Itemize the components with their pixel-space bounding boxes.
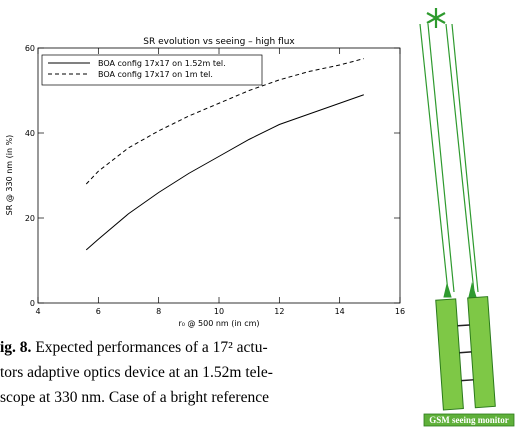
series-line (85, 58, 364, 185)
caption-line: ig. 8. Expected performances of a 17² ac… (0, 339, 268, 356)
caption-line: scope at 330 nm. Case of a bright refere… (0, 389, 269, 406)
x-tick-label: 6 (96, 307, 101, 316)
legend-label: BOA config 17x17 on 1m tel. (98, 70, 213, 79)
legend-label: BOA config 17x17 on 1.52m tel. (98, 59, 226, 68)
x-tick-label: 8 (156, 307, 161, 316)
caption-text: Expected performances of a 17² actu- (31, 339, 267, 356)
x-tick-label: 12 (274, 307, 284, 316)
caption-line: tors adaptive optics device at an 1.52m … (0, 364, 273, 381)
y-axis-label: SR @ 330 nm (in %) (5, 135, 14, 216)
caption-label: ig. 8. (0, 339, 32, 356)
legend: BOA config 17x17 on 1.52m tel. BOA config… (41, 54, 263, 86)
x-axis-label: r₀ @ 500 nm (in cm) (178, 319, 259, 328)
y-tick-label: 0 (30, 299, 35, 308)
star (426, 8, 446, 28)
gsm-diagram (419, 8, 515, 427)
diagram-label: GSM seeing monitor (429, 415, 509, 425)
x-tick-label: 4 (35, 307, 40, 316)
x-tick-label: 14 (335, 307, 345, 316)
telescope (435, 296, 496, 411)
y-tick-label: 20 (25, 214, 35, 223)
plot-frame (37, 47, 401, 304)
x-tick-label: 10 (214, 307, 224, 316)
legend-box (41, 54, 263, 86)
y-tick-label: 40 (25, 129, 35, 138)
x-tick-label: 16 (395, 307, 405, 316)
y-tick-label: 60 (25, 44, 35, 53)
chart-title: SR evolution vs seeing – high flux (143, 37, 295, 47)
series-line (85, 94, 364, 251)
